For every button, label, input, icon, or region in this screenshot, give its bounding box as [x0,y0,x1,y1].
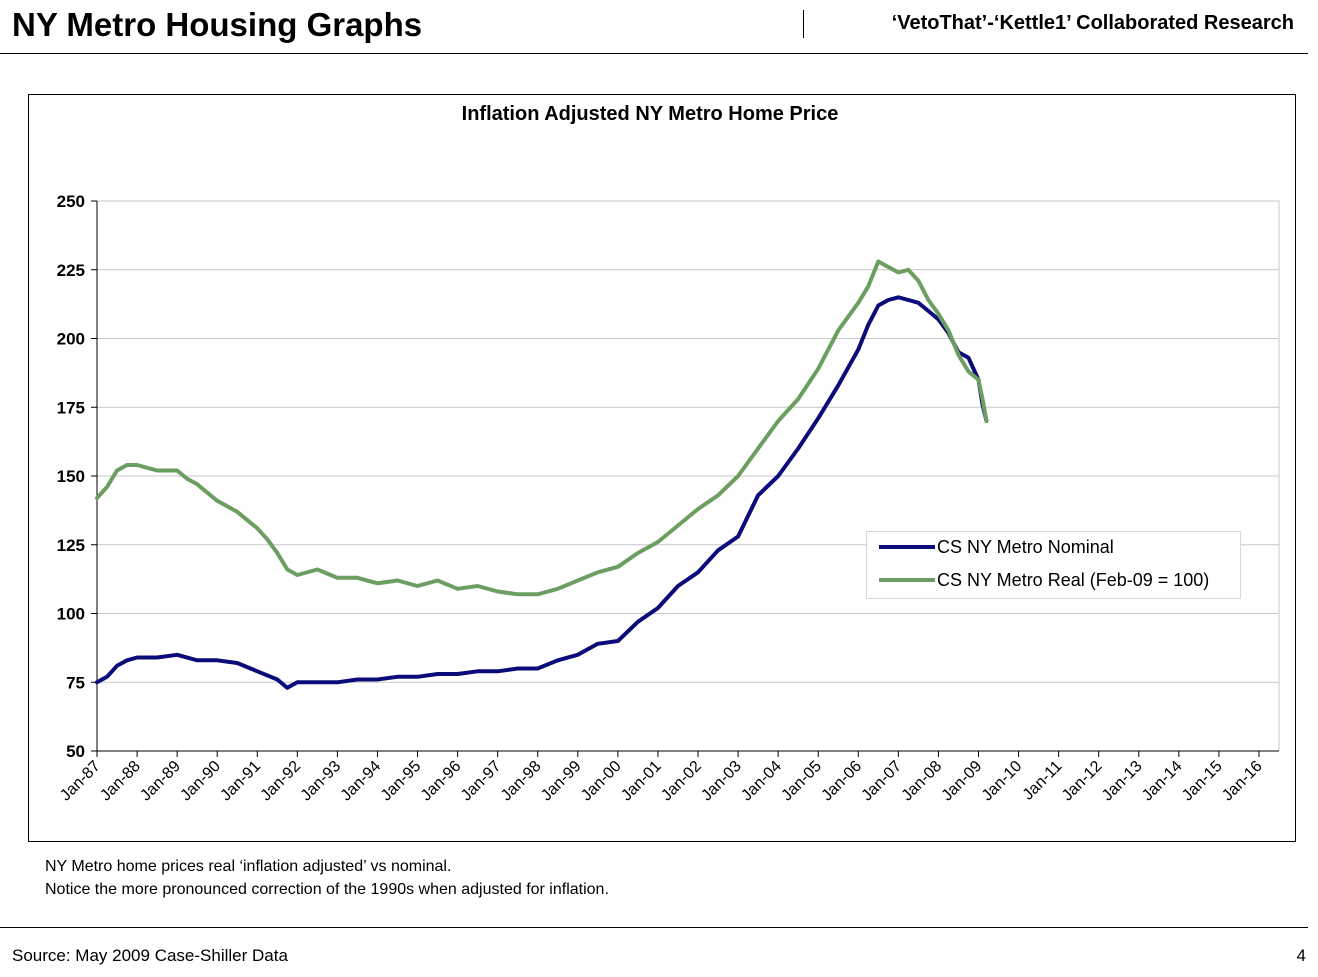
x-tick-label: Jan-09 [939,758,986,805]
legend-label-real: CS NY Metro Real (Feb-09 = 100) [937,569,1210,590]
series-layer [95,259,989,690]
x-tick-label: Jan-02 [658,758,705,805]
x-tick-label: Jan-90 [177,758,224,805]
note-line-1: NY Metro home prices real ‘inflation adj… [45,858,452,875]
x-tick-label: Jan-95 [378,758,425,805]
series-line-nominal [95,295,989,690]
footer-rule [0,927,1308,928]
x-tick-label: Jan-06 [819,758,866,805]
x-tick-label: Jan-00 [578,758,625,805]
header-divider [803,10,804,38]
x-tick-label: Jan-10 [979,758,1026,805]
x-tick-label: Jan-91 [217,758,264,805]
slide-subtitle: ‘VetoThat’-‘Kettle1’ Collaborated Resear… [891,12,1294,34]
x-tick-label: Jan-94 [338,758,385,805]
series-line-real [95,259,989,597]
y-tick-label: 75 [66,673,85,692]
y-tick-label: 100 [57,605,85,624]
header-rule [0,53,1308,54]
chart-title: Inflation Adjusted NY Metro Home Price [462,103,839,125]
x-tick-label: Jan-96 [418,758,465,805]
x-tick-label: Jan-87 [57,758,104,805]
note-line-2: Notice the more pronounced correction of… [45,881,609,898]
x-tick-label: Jan-14 [1139,758,1186,805]
slide-title: NY Metro Housing Graphs [12,6,423,43]
source-note: Source: May 2009 Case-Shiller Data [12,946,288,965]
chart-svg: Inflation Adjusted NY Metro Home Price 5… [57,103,1280,804]
x-tick-label: Jan-05 [778,758,825,805]
y-tick-label: 125 [57,536,85,555]
y-tick-label: 175 [57,398,85,417]
x-tick-label: Jan-97 [458,758,505,805]
x-tick-label: Jan-99 [538,758,585,805]
y-tick-label: 150 [57,467,85,486]
x-tick-label: Jan-12 [1059,758,1106,805]
x-tick-label: Jan-08 [899,758,946,805]
y-tick-label: 50 [66,742,85,761]
x-tick-label: Jan-15 [1179,758,1226,805]
legend-swatch-real [879,578,935,582]
legend-item-nominal: CS NY Metro Nominal [879,536,1114,558]
x-tick-label: Jan-01 [618,758,665,805]
y-tick-label: 200 [57,330,85,349]
chart-legend: CS NY Metro Nominal CS NY Metro Real (Fe… [866,531,1241,599]
grid-layer [96,200,1280,752]
x-tick-label: Jan-93 [298,758,345,805]
x-tick-label: Jan-88 [97,758,144,805]
x-tick-label: Jan-13 [1099,758,1146,805]
x-tick-label: Jan-92 [258,758,305,805]
x-tick-label: Jan-98 [498,758,545,805]
legend-item-real: CS NY Metro Real (Feb-09 = 100) [879,569,1209,591]
axes-layer: 5075100125150175200225250Jan-87Jan-88Jan… [57,192,1279,804]
legend-label-nominal: CS NY Metro Nominal [937,536,1114,557]
x-tick-label: Jan-16 [1219,758,1266,805]
x-tick-label: Jan-89 [137,758,184,805]
y-tick-label: 250 [57,192,85,211]
x-tick-label: Jan-03 [698,758,745,805]
slide-notes: NY Metro home prices real ‘inflation adj… [45,855,609,901]
chart-frame: Inflation Adjusted NY Metro Home Price 5… [28,94,1296,842]
legend-swatch-nominal [879,545,935,549]
x-tick-label: Jan-11 [1020,758,1066,804]
x-tick-label: Jan-04 [738,758,785,805]
y-tick-label: 225 [57,261,85,280]
page-number: 4 [1296,946,1306,965]
x-tick-label: Jan-07 [859,758,906,805]
